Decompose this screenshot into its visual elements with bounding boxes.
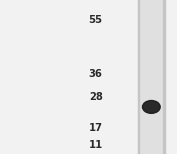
Text: 11: 11 — [88, 140, 103, 150]
Text: 17: 17 — [89, 123, 103, 133]
Bar — [138, 0, 165, 154]
Text: 28: 28 — [89, 92, 103, 102]
Text: 55: 55 — [89, 15, 103, 25]
Bar — [138, 0, 139, 154]
Ellipse shape — [142, 101, 160, 113]
Text: 36: 36 — [89, 69, 103, 79]
Bar — [163, 0, 165, 154]
